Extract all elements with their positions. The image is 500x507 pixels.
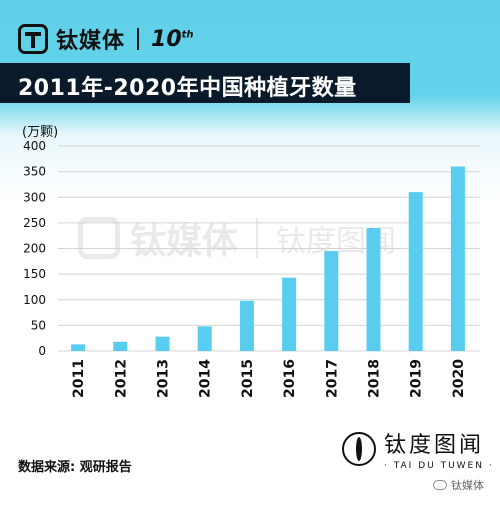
y-tick-label: 0 [38,344,46,358]
y-axis-unit: (万颗) [22,125,59,140]
bar-2020 [450,166,465,351]
bar-2017 [324,251,339,351]
x-tick-label: 2019 [409,359,425,398]
watermark-logo-icon [78,217,120,259]
watermark-divider [256,218,259,258]
y-tick-label: 150 [23,267,46,281]
x-tick-label: 2020 [451,359,467,398]
brand-header: 钛媒体 10th [18,22,194,56]
bar-2016 [282,277,297,351]
footer-brand-cn: 钛度图闻 [384,433,485,458]
x-tick-label: 2011 [71,359,87,398]
footer-brand-en: · TAI DU TUWEN · [384,461,494,471]
y-tick-label: 100 [23,293,46,307]
brand-divider [137,28,140,50]
x-tick-label: 2017 [324,359,340,398]
bars [71,166,465,351]
y-tick-label: 250 [23,216,46,230]
x-tick-label: 2013 [156,359,172,398]
y-tick-label: 300 [23,190,46,204]
anniversary-badge: 10th [151,27,194,52]
x-axis-ticks: 2011 2012 2013 2014 2015 2016 2017 2018 2019 2020 [71,359,467,398]
y-axis-ticks: 0 50 100 150 200 250 300 350 400 [23,139,46,358]
y-tick-label: 350 [23,165,46,179]
title-bar: 2011年-2020年中国种植牙数量 [0,63,410,103]
chart-title: 2011年-2020年中国种植牙数量 [18,76,357,101]
eye-logo-icon [342,432,376,466]
y-tick-label: 200 [23,242,46,256]
y-tick-label: 400 [23,139,46,153]
anniversary-number: 10 [151,26,182,52]
anniversary-suffix: th [181,29,194,41]
data-source: 数据来源: 观研报告 [18,460,132,475]
wechat-tag: 钛媒体 [433,477,484,493]
x-tick-label: 2015 [240,359,256,398]
bar-2019 [408,192,423,351]
bar-2015 [239,300,254,351]
x-tick-label: 2016 [282,359,298,398]
bar-2014 [197,326,212,351]
bar-2013 [155,336,170,351]
bar-2011 [71,344,86,351]
x-tick-label: 2012 [113,359,129,398]
wechat-account: 钛媒体 [451,479,484,492]
footer-brand: 钛度图闻 · TAI DU TUWEN · [342,427,494,471]
x-tick-label: 2014 [198,359,214,398]
tmtpost-logo-icon [18,24,48,54]
brand-name: 钛媒体 [56,29,126,54]
y-tick-label: 50 [31,318,46,332]
x-tick-label: 2018 [367,359,383,398]
bar-2012 [113,341,128,351]
wechat-icon [433,480,447,490]
watermark-left-text: 钛媒体 [130,221,239,262]
bar-2018 [366,228,381,351]
